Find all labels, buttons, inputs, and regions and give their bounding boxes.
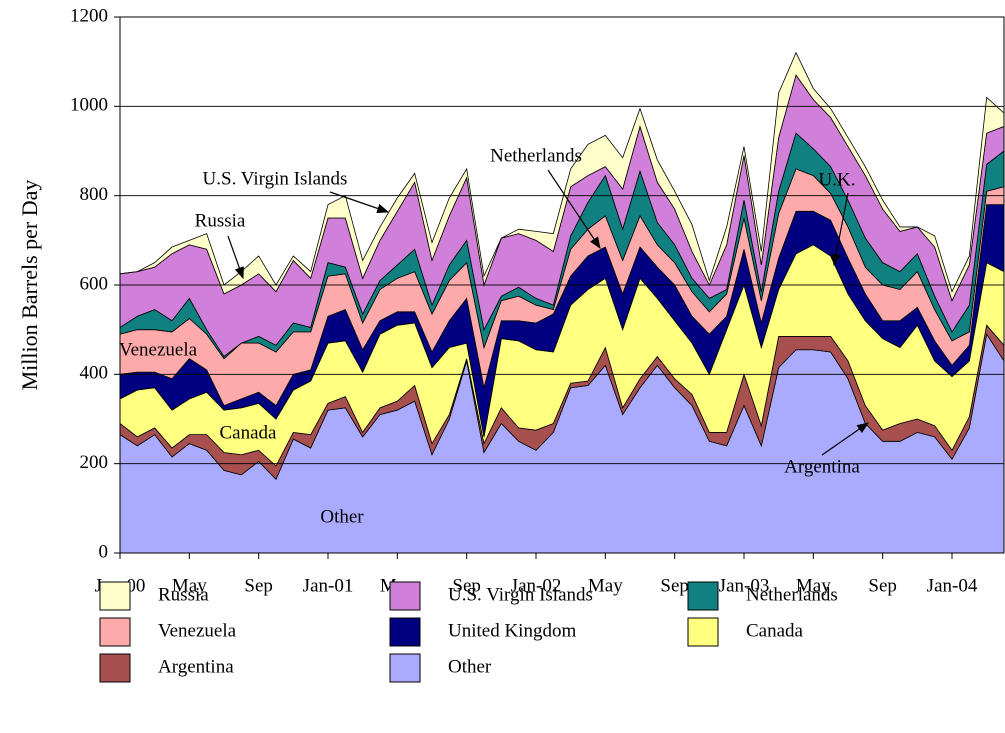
annotation-arrow — [227, 235, 244, 280]
legend-swatch — [389, 617, 421, 647]
legend-label: Russia — [158, 584, 209, 605]
annotation: Netherlands — [490, 145, 582, 166]
legend-label: Venezuela — [158, 620, 237, 641]
legend-swatch — [99, 581, 131, 611]
annotation-arrow — [547, 169, 601, 249]
y-tick-label: 800 — [80, 184, 109, 205]
annotation: Russia — [195, 210, 246, 231]
legend-swatch — [99, 617, 131, 647]
annotation: U.S. Virgin Islands — [203, 168, 348, 189]
legend-swatch — [687, 617, 719, 647]
x-tick-label: Jan-04 — [927, 575, 978, 596]
x-tick-label: Sep — [660, 575, 689, 596]
x-tick-label: Sep — [452, 575, 481, 596]
legend-label: Netherlands — [746, 584, 838, 605]
legend-label: United Kingdom — [448, 620, 576, 641]
y-tick-label: 400 — [80, 363, 109, 384]
legend-swatch — [389, 653, 421, 683]
y-tick-label: 600 — [80, 273, 109, 294]
annotation: Venezuela — [119, 339, 198, 360]
legend-label: Canada — [746, 620, 804, 641]
annotation-arrow — [831, 192, 849, 267]
x-tick-label: Sep — [244, 575, 273, 596]
legend-label: Argentina — [158, 656, 234, 677]
legend-swatch — [687, 581, 719, 611]
annotation: Other — [320, 506, 364, 527]
annotation: Canada — [220, 422, 278, 443]
x-tick-label: Sep — [868, 575, 897, 596]
legend-label: U.S. Virgin Islands — [448, 584, 593, 605]
x-tick-label: May — [796, 575, 831, 596]
legend-swatch — [99, 653, 131, 683]
x-tick-label: Jan-03 — [719, 575, 770, 596]
legend-swatch — [389, 581, 421, 611]
y-axis-label: Million Barrels per Day — [17, 180, 42, 391]
plot-frame — [119, 16, 1005, 554]
legend-label: Other — [448, 656, 492, 677]
annotation: Argentina — [784, 456, 860, 477]
annotation-arrow — [821, 422, 869, 456]
x-tick-label: Jan-02 — [511, 575, 562, 596]
x-tick-label: May — [588, 575, 623, 596]
x-tick-label: Jan-01 — [303, 575, 354, 596]
y-tick-label: 200 — [80, 452, 109, 473]
x-tick-label: May — [172, 575, 207, 596]
annotation-arrow — [329, 191, 390, 214]
y-tick-label: 1000 — [70, 95, 108, 116]
y-tick-label: 0 — [99, 541, 109, 562]
y-tick-label: 1200 — [70, 5, 108, 26]
annotation: U.K. — [819, 169, 856, 190]
